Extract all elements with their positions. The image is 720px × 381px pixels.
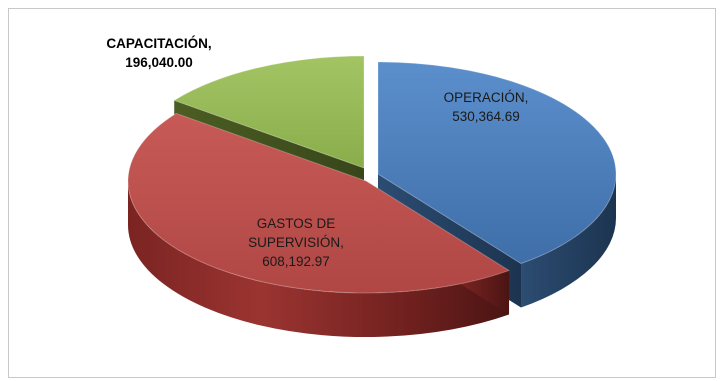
data-label-2-line-0: CAPACITACIÓN, (106, 36, 211, 51)
data-label-2-line-1: 196,040.00 (125, 55, 193, 70)
data-label-1-line-2: 608,192.97 (262, 254, 330, 269)
data-label-0: OPERACIÓN, 530,364.69 (444, 90, 529, 124)
data-label-1-line-0: GASTOS DE (257, 216, 336, 231)
pie-slice-2 (173, 55, 365, 169)
data-label-0-line-0: OPERACIÓN, (444, 90, 529, 105)
data-label-2: CAPACITACIÓN, 196,040.00 (106, 36, 211, 70)
pie-slice-1 (127, 112, 511, 294)
data-label-0-line-1: 530,364.69 (452, 109, 520, 124)
data-label-1: GASTOS DE SUPERVISIÓN, 608,192.97 (248, 216, 344, 269)
data-label-1-line-1: SUPERVISIÓN, (248, 235, 344, 250)
pie-slice-side-0 (521, 174, 616, 308)
pie-slice-0 (377, 61, 617, 265)
pie-slice-side-1 (128, 181, 510, 337)
